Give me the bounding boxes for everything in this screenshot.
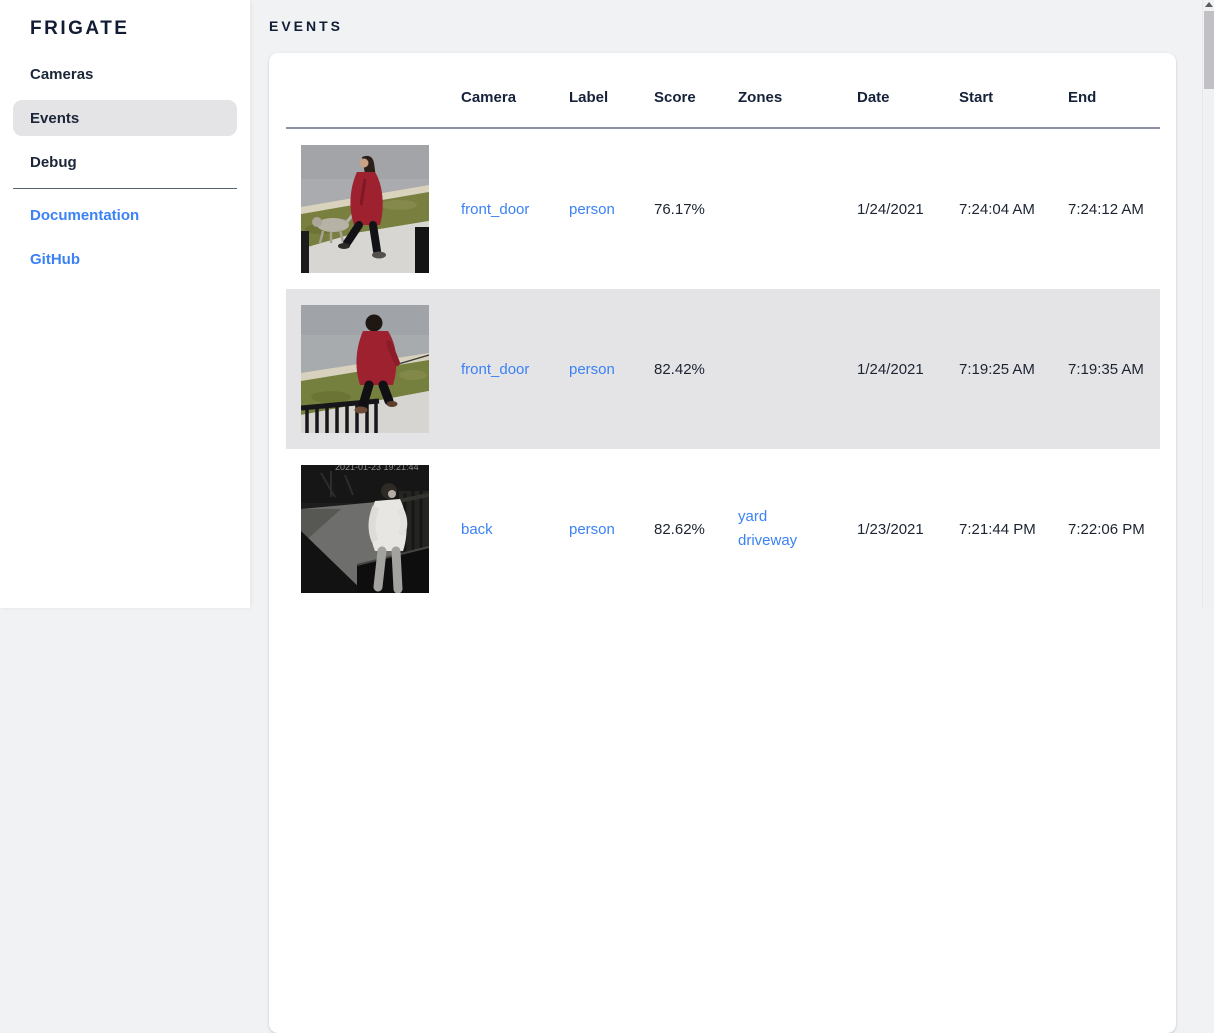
- sidebar-link-label: Documentation: [30, 206, 140, 224]
- event-thumbnail[interactable]: [301, 305, 429, 433]
- event-date: 1/24/2021: [857, 360, 924, 378]
- event-start-time: 7:21:44 PM: [959, 520, 1036, 538]
- sidebar: FRIGATE Cameras Events Debug Documentati…: [0, 0, 250, 608]
- column-header-end: End: [1068, 88, 1097, 106]
- events-card: Camera Label Score Zones Date Start End: [269, 53, 1176, 1033]
- event-zone-link[interactable]: yard: [738, 508, 768, 525]
- event-thumbnail[interactable]: 2021-01-23 19:21:44: [301, 465, 429, 593]
- scrollbar-up-arrow-icon[interactable]: [1205, 2, 1213, 7]
- event-start-time: 7:24:04 AM: [959, 200, 1035, 218]
- table-row[interactable]: front_door person 76.17% 1/24/2021 7:24:…: [286, 129, 1160, 289]
- event-label-link[interactable]: person: [569, 520, 615, 538]
- event-date: 1/24/2021: [857, 200, 924, 218]
- table-row-selected[interactable]: front_door person 82.42% 1/24/2021 7:19:…: [286, 289, 1160, 449]
- sidebar-item-debug[interactable]: Debug: [13, 144, 237, 180]
- table-header-divider: [286, 127, 1160, 129]
- sidebar-item-label: Debug: [30, 153, 77, 171]
- sidebar-nav: Cameras Events Debug Documentation GitHu…: [0, 56, 250, 277]
- main-content: EVENTS Camera Label Score Zones Date Sta…: [250, 0, 1214, 1033]
- thumbnail-cell: [286, 289, 461, 433]
- app-title: FRIGATE: [30, 18, 130, 39]
- sidebar-item-label: Events: [30, 109, 80, 127]
- event-zone-link[interactable]: driveway: [738, 532, 798, 549]
- sidebar-item-label: Cameras: [30, 65, 94, 83]
- event-camera-link[interactable]: back: [461, 520, 493, 538]
- table-header-row: Camera Label Score Zones Date Start End: [286, 53, 1160, 127]
- thumbnail-cell: 2021-01-23 19:21:44: [286, 449, 461, 593]
- event-score: 82.42%: [654, 360, 705, 378]
- event-label-link[interactable]: person: [569, 200, 615, 218]
- sidebar-link-label: GitHub: [30, 250, 80, 268]
- thumbnail-cell: [286, 129, 461, 273]
- sidebar-divider: [13, 188, 237, 189]
- scrollbar-thumb[interactable]: [1204, 11, 1214, 89]
- event-thumbnail[interactable]: [301, 145, 429, 273]
- sidebar-link-github[interactable]: GitHub: [13, 241, 237, 277]
- event-camera-link[interactable]: front_door: [461, 360, 530, 378]
- event-end-time: 7:22:06 PM: [1068, 520, 1145, 538]
- column-header-camera: Camera: [461, 88, 517, 106]
- event-score: 76.17%: [654, 200, 705, 218]
- event-end-time: 7:19:35 AM: [1068, 360, 1144, 378]
- event-camera-link[interactable]: front_door: [461, 200, 530, 218]
- column-header-date: Date: [857, 88, 890, 106]
- event-score: 82.62%: [654, 520, 705, 538]
- column-header-label: Label: [569, 88, 609, 106]
- column-header-zones: Zones: [738, 88, 783, 106]
- page-title: EVENTS: [269, 18, 344, 34]
- event-end-time: 7:24:12 AM: [1068, 200, 1144, 218]
- table-row[interactable]: 2021-01-23 19:21:44 back person 82.62% y…: [286, 449, 1160, 609]
- column-header-start: Start: [959, 88, 994, 106]
- column-header-score: Score: [654, 88, 696, 106]
- sidebar-link-documentation[interactable]: Documentation: [13, 197, 237, 233]
- sidebar-item-events[interactable]: Events: [13, 100, 237, 136]
- sidebar-item-cameras[interactable]: Cameras: [13, 56, 237, 92]
- event-label-link[interactable]: person: [569, 360, 615, 378]
- scrollbar[interactable]: [1202, 0, 1214, 608]
- event-date: 1/23/2021: [857, 520, 924, 538]
- thumbnail-timestamp-overlay: 2021-01-23 19:21:44: [335, 465, 419, 472]
- event-start-time: 7:19:25 AM: [959, 360, 1035, 378]
- event-zones: yard driveway: [738, 505, 857, 553]
